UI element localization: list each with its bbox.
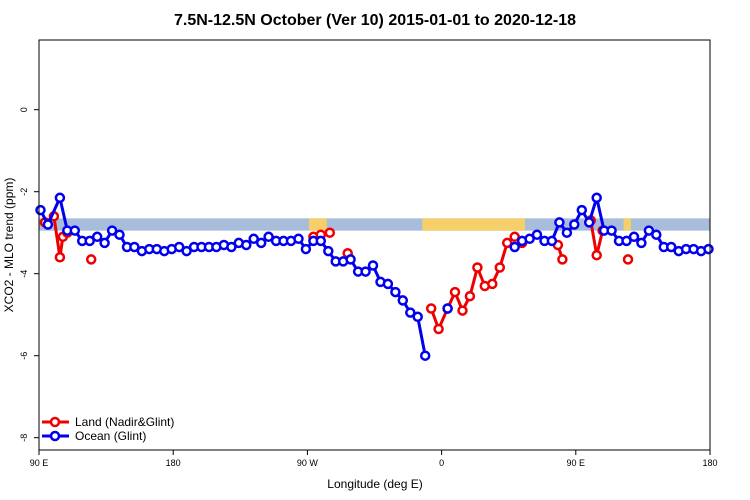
series-ocean-point bbox=[643, 225, 655, 236]
series-land-point bbox=[494, 262, 506, 273]
series-ocean-point bbox=[576, 204, 588, 216]
series-ocean-point bbox=[241, 239, 252, 251]
x-tick-label: 180 bbox=[702, 458, 717, 468]
series-ocean-point bbox=[591, 192, 602, 204]
series-land-point bbox=[449, 286, 461, 298]
series-land-point bbox=[324, 227, 336, 238]
series-land-point bbox=[501, 237, 513, 249]
series-land-point bbox=[487, 278, 498, 290]
series-ocean-point bbox=[360, 266, 371, 277]
series-land-point bbox=[457, 305, 468, 316]
land-ocean-band bbox=[39, 218, 710, 231]
series-ocean-point bbox=[412, 311, 423, 323]
series-ocean-point bbox=[665, 241, 677, 253]
series-ocean-point bbox=[606, 225, 617, 236]
series-ocean-point bbox=[419, 350, 431, 361]
series-ocean-point bbox=[129, 241, 140, 253]
series-land-point bbox=[433, 323, 444, 335]
y-tick-label: -4 bbox=[19, 270, 29, 278]
series-layer bbox=[35, 192, 714, 361]
series-land-point bbox=[557, 254, 568, 265]
series-ocean-point bbox=[35, 204, 46, 216]
x-axis-label: Longitude (deg E) bbox=[327, 477, 422, 491]
series-ocean-point bbox=[84, 235, 95, 247]
series-ocean-point bbox=[173, 241, 185, 253]
series-land-point bbox=[464, 290, 476, 302]
series-ocean-point bbox=[99, 237, 110, 249]
series-ocean-point bbox=[442, 303, 453, 314]
legend-ocean-marker bbox=[49, 430, 61, 442]
series-ocean-point bbox=[390, 286, 401, 298]
legend-ocean-label: Ocean (Glint) bbox=[75, 429, 146, 443]
series-land-point bbox=[622, 254, 634, 265]
series-ocean-point bbox=[405, 307, 416, 318]
x-axis: 90 E 180 90 W 0 90 E 180 bbox=[30, 450, 718, 468]
series-ocean-point bbox=[345, 254, 356, 265]
series-ocean-point bbox=[569, 219, 580, 230]
series-ocean-point bbox=[263, 231, 274, 243]
series-ocean-point bbox=[255, 237, 267, 249]
series-ocean-point bbox=[323, 245, 334, 257]
series-ocean-point bbox=[621, 235, 632, 247]
series-land-point bbox=[591, 249, 602, 261]
series-ocean-point bbox=[114, 229, 125, 240]
legend: Land (Nadir&Glint) Ocean (Glint) bbox=[42, 415, 174, 443]
series-ocean-point bbox=[636, 237, 647, 249]
series-land-point bbox=[54, 252, 66, 263]
series-ocean-point bbox=[628, 231, 640, 243]
series-ocean-point bbox=[509, 241, 520, 253]
series-ocean-point bbox=[382, 278, 394, 290]
series-ocean-point bbox=[561, 227, 573, 238]
series-ocean-point bbox=[181, 245, 192, 257]
series-ocean-point bbox=[583, 217, 595, 228]
x-tick-label: 0 bbox=[439, 458, 444, 468]
series-ocean-point bbox=[315, 235, 327, 247]
land-band-segment bbox=[308, 218, 327, 231]
plot-frame bbox=[38, 39, 711, 451]
series-ocean-point bbox=[42, 219, 54, 230]
y-tick-label: -6 bbox=[19, 352, 29, 360]
series-ocean-point bbox=[703, 243, 714, 255]
series-land-point bbox=[472, 262, 483, 273]
series-ocean-point bbox=[300, 243, 312, 255]
series-ocean-point bbox=[106, 225, 118, 236]
legend-land-label: Land (Nadir&Glint) bbox=[75, 415, 174, 429]
series-ocean-point bbox=[524, 233, 535, 245]
y-tick-label: -2 bbox=[19, 188, 29, 196]
series-land-point bbox=[425, 303, 437, 314]
series-ocean-point bbox=[91, 231, 103, 243]
series-land-point bbox=[85, 254, 97, 265]
x-tick-label: 180 bbox=[166, 458, 181, 468]
series-ocean-point bbox=[531, 229, 543, 240]
y-axis: 0 -2 -4 -6 -8 bbox=[19, 107, 39, 442]
series-ocean-point bbox=[54, 192, 66, 204]
series-ocean-point bbox=[69, 225, 81, 236]
legend-land-marker bbox=[49, 416, 61, 428]
ocean-band bbox=[39, 218, 710, 231]
series-ocean-point bbox=[651, 229, 662, 240]
series-ocean-point bbox=[546, 235, 558, 247]
y-tick-label: 0 bbox=[19, 107, 29, 112]
series-ocean-point bbox=[397, 295, 409, 306]
series-ocean-point bbox=[248, 233, 259, 245]
y-axis-label: XCO2 - MLO trend (ppm) bbox=[2, 178, 16, 313]
x-tick-label: 90 E bbox=[30, 458, 49, 468]
series-ocean-point bbox=[226, 241, 237, 253]
series-ocean-point bbox=[293, 233, 304, 245]
series-land-line bbox=[429, 235, 524, 331]
series-ocean-point bbox=[367, 260, 379, 271]
series-ocean-point bbox=[554, 217, 565, 228]
land-band-segment bbox=[422, 218, 526, 231]
series-land-point bbox=[509, 231, 520, 243]
y-tick-label: -8 bbox=[19, 434, 29, 442]
x-tick-label: 90 E bbox=[567, 458, 586, 468]
land-band-segment bbox=[623, 218, 631, 231]
chart-title: 7.5N-12.5N October (Ver 10) 2015-01-01 t… bbox=[174, 12, 576, 29]
x-tick-label: 90 W bbox=[297, 458, 319, 468]
